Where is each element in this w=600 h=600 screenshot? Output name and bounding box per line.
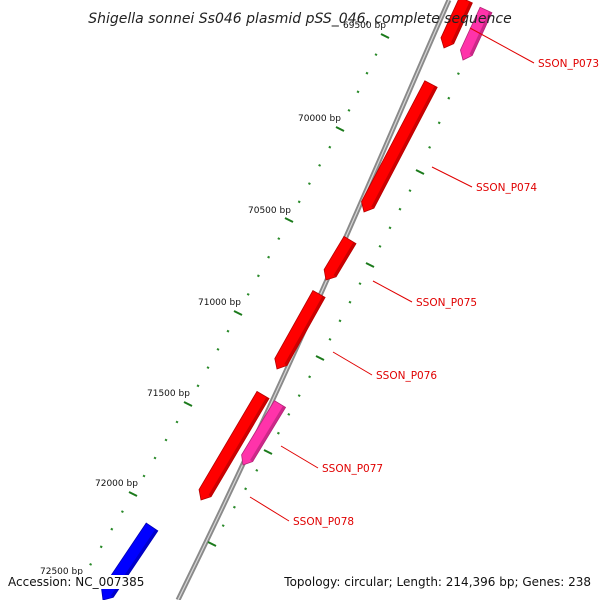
tick-label: 70000 bp bbox=[298, 114, 341, 124]
gene-arrow-shade bbox=[333, 242, 357, 277]
minor-tick bbox=[142, 474, 146, 478]
gene-label[interactable]: SSON_P077 bbox=[322, 463, 383, 475]
gene-arrow-shade bbox=[208, 397, 270, 497]
outer-minor-tick bbox=[232, 505, 236, 509]
major-tick bbox=[380, 33, 390, 39]
tick-label: 72000 bp bbox=[95, 479, 138, 489]
outer-minor-tick bbox=[456, 72, 460, 75]
major-tick bbox=[284, 217, 294, 223]
outer-minor-tick bbox=[428, 146, 432, 149]
minor-tick bbox=[175, 420, 179, 424]
outer-minor-tick bbox=[378, 245, 382, 248]
minor-tick bbox=[196, 384, 200, 388]
minor-tick bbox=[297, 200, 301, 204]
gene-arrow[interactable] bbox=[198, 390, 270, 501]
gene-label[interactable]: SSON_P073 bbox=[538, 58, 599, 70]
minor-tick bbox=[374, 53, 378, 56]
minor-tick bbox=[164, 438, 168, 442]
gene-label[interactable]: SSON_P076 bbox=[376, 370, 437, 382]
gene-label[interactable]: SSON_P075 bbox=[416, 297, 477, 309]
minor-tick bbox=[328, 145, 332, 149]
outer-minor-tick bbox=[447, 96, 451, 100]
major-tick bbox=[183, 401, 193, 407]
minor-tick bbox=[277, 237, 281, 240]
minor-tick bbox=[206, 366, 210, 369]
minor-tick bbox=[365, 71, 369, 75]
major-tick bbox=[335, 126, 345, 132]
minor-tick bbox=[356, 90, 360, 94]
gene-arrow-body bbox=[323, 235, 357, 281]
outer-major-tick bbox=[315, 355, 325, 361]
tick-label: 71000 bp bbox=[198, 298, 241, 308]
gene-arrow[interactable] bbox=[274, 290, 326, 370]
gene-label-leader bbox=[332, 351, 373, 376]
outer-minor-tick bbox=[328, 338, 332, 341]
gene-arrow-shade bbox=[250, 405, 286, 462]
gene-label-leader bbox=[249, 496, 290, 522]
gene-label-leader bbox=[372, 280, 413, 303]
outer-major-tick bbox=[207, 541, 217, 547]
gene-arrow[interactable] bbox=[440, 0, 473, 49]
outer-minor-tick bbox=[348, 300, 352, 304]
minor-tick bbox=[256, 274, 260, 278]
tick-marks: 69500 bp 70000 bp 70500 bp 71000 bp 71500 bp… bbox=[40, 21, 473, 585]
tick-label: 72500 bp bbox=[40, 567, 83, 577]
gene-labels: SSON_P073 SSON_P074 SSON_P075 SSON_P076 SSON… bbox=[249, 27, 599, 528]
outer-major-tick bbox=[415, 169, 425, 175]
gene-label[interactable]: SSON_P074 bbox=[476, 182, 537, 194]
outer-minor-tick bbox=[408, 189, 412, 192]
tick-label: 71500 bp bbox=[147, 389, 190, 399]
minor-tick bbox=[89, 563, 93, 566]
outer-minor-tick bbox=[388, 226, 392, 230]
gene-arrow[interactable] bbox=[361, 80, 438, 213]
outer-minor-tick bbox=[338, 319, 342, 323]
minor-tick bbox=[153, 456, 157, 460]
gene-label-leader bbox=[431, 166, 473, 188]
gene-features bbox=[101, 0, 493, 600]
minor-tick bbox=[307, 182, 311, 185]
gene-label-leader bbox=[469, 27, 535, 64]
minor-tick bbox=[99, 545, 103, 549]
tick-label: 70500 bp bbox=[248, 206, 291, 216]
minor-tick bbox=[216, 348, 220, 351]
accession-text: Accession: NC_007385 bbox=[8, 575, 145, 589]
outer-minor-tick bbox=[398, 207, 402, 211]
outer-minor-tick bbox=[221, 524, 225, 527]
minor-tick bbox=[347, 109, 351, 112]
outer-major-tick bbox=[263, 449, 273, 455]
outer-minor-tick bbox=[276, 431, 280, 435]
outer-minor-tick bbox=[308, 375, 312, 379]
gene-arrow-shade bbox=[284, 295, 326, 366]
gene-label-leader bbox=[280, 445, 319, 469]
minor-tick bbox=[226, 329, 230, 333]
gene-arrow-shade bbox=[371, 85, 438, 209]
tick-label: 69500 bp bbox=[343, 21, 386, 31]
topology-summary-text: Topology: circular; Length: 214,396 bp; … bbox=[284, 575, 591, 589]
gene-arrow-body bbox=[440, 0, 473, 49]
major-tick bbox=[128, 491, 138, 497]
minor-tick bbox=[110, 527, 114, 531]
gene-arrow-shade bbox=[450, 1, 473, 44]
outer-major-tick bbox=[365, 262, 375, 268]
outer-minor-tick bbox=[437, 121, 441, 125]
gene-arrow-body bbox=[241, 400, 287, 466]
outer-minor-tick bbox=[358, 282, 362, 285]
gene-label[interactable]: SSON_P078 bbox=[293, 516, 354, 528]
minor-tick bbox=[246, 293, 250, 296]
outer-minor-tick bbox=[297, 394, 301, 397]
gene-arrow[interactable] bbox=[323, 235, 357, 281]
outer-minor-tick bbox=[244, 487, 248, 491]
minor-tick bbox=[267, 255, 271, 259]
minor-tick bbox=[120, 510, 124, 513]
outer-minor-tick bbox=[255, 469, 259, 472]
minor-tick bbox=[318, 164, 322, 167]
major-tick bbox=[233, 310, 243, 316]
gene-arrow-body bbox=[460, 6, 493, 61]
outer-minor-tick bbox=[287, 413, 291, 416]
gene-arrow-body bbox=[361, 80, 438, 213]
gene-arrow[interactable] bbox=[241, 400, 287, 466]
map-title: Shigella sonnei Ss046 plasmid pSS_046, c… bbox=[88, 11, 511, 27]
